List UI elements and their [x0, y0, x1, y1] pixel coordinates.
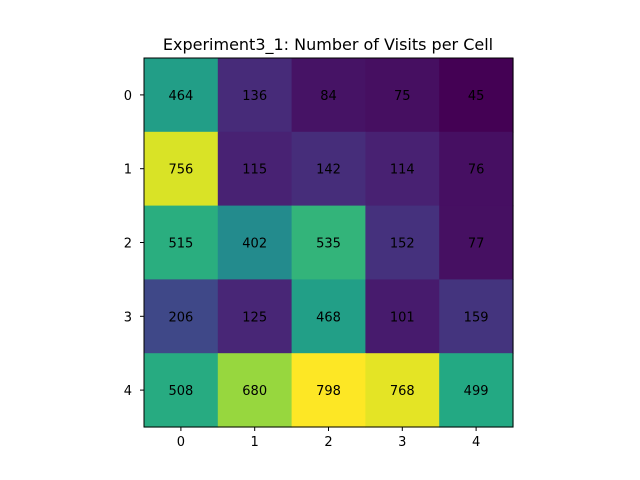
y-tick-label-4: 4 — [124, 384, 132, 399]
cell-value-r1-c4: 76 — [468, 163, 485, 178]
heatmap-cell-r2-c4 — [439, 205, 514, 280]
heatmap-cell-r0-c0 — [144, 58, 219, 133]
y-tick-label-1: 1 — [124, 163, 132, 178]
cell-value-r2-c4: 77 — [468, 237, 485, 252]
heatmap-cell-r2-c1 — [217, 205, 293, 280]
heatmap-cell-r4-c1 — [217, 353, 293, 428]
cell-value-r2-c0: 515 — [168, 237, 193, 252]
x-tick-label-2: 2 — [324, 435, 332, 450]
heatmap-cells — [144, 58, 514, 428]
x-tick-label-1: 1 — [251, 435, 259, 450]
heatmap-cell-r0-c4 — [439, 58, 514, 133]
cell-value-r3-c0: 206 — [168, 310, 193, 325]
heatmap-cell-r0-c3 — [365, 58, 440, 133]
cell-value-r0-c1: 136 — [242, 89, 267, 104]
cell-value-labels: 464 136 84 75 45 756 115 142 114 76 515 402 535 152 77… — [168, 89, 488, 399]
x-tick-label-3: 3 — [398, 435, 406, 450]
cell-value-r3-c1: 125 — [242, 310, 267, 325]
cell-value-r2-c3: 152 — [390, 237, 415, 252]
y-tick-label-0: 0 — [124, 89, 132, 104]
cell-value-r4-c3: 768 — [390, 384, 415, 399]
cell-value-r0-c2: 84 — [320, 89, 337, 104]
heatmap-cell-r1-c2 — [291, 131, 366, 207]
x-tick-label-4: 4 — [472, 435, 480, 450]
chart-title: Experiment3_1: Number of Visits per Cell — [163, 35, 493, 55]
cell-value-r1-c1: 115 — [242, 163, 267, 178]
cell-value-r4-c2: 798 — [316, 384, 341, 399]
cell-value-r2-c1: 402 — [242, 237, 267, 252]
heatmap-cell-r0-c1 — [217, 58, 293, 133]
cell-value-r1-c2: 142 — [316, 163, 341, 178]
heatmap-cell-r2-c0 — [144, 205, 219, 280]
heatmap-cell-r1-c3 — [365, 131, 440, 207]
heatmap-cell-r3-c1 — [217, 279, 293, 354]
heatmap-cell-r0-c2 — [291, 58, 366, 133]
cell-value-r2-c2: 535 — [316, 237, 341, 252]
cell-value-r4-c1: 680 — [242, 384, 267, 399]
cell-value-r3-c2: 468 — [316, 310, 341, 325]
heatmap-cell-r4-c3 — [365, 353, 440, 428]
heatmap-cell-r1-c4 — [439, 131, 514, 207]
heatmap-cell-r4-c0 — [144, 353, 219, 428]
cell-value-r1-c0: 756 — [168, 163, 193, 178]
y-tick-label-3: 3 — [124, 310, 132, 325]
cell-value-r1-c3: 114 — [390, 163, 415, 178]
cell-value-r0-c3: 75 — [394, 89, 411, 104]
heatmap-cell-r3-c4 — [439, 279, 514, 354]
heatmap-cell-r1-c1 — [217, 131, 293, 207]
y-axis-ticks: 0 1 2 3 4 — [124, 89, 144, 399]
cell-value-r3-c3: 101 — [390, 310, 415, 325]
heatmap-cell-r2-c2 — [291, 205, 366, 280]
cell-value-r3-c4: 159 — [464, 310, 489, 325]
y-tick-label-2: 2 — [124, 237, 132, 252]
heatmap-cell-r2-c3 — [365, 205, 440, 280]
x-axis-ticks: 0 1 2 3 4 — [177, 427, 480, 450]
heatmap-cell-r3-c3 — [365, 279, 440, 354]
heatmap-cell-r4-c2 — [291, 353, 366, 428]
cell-value-r4-c4: 499 — [464, 384, 489, 399]
cell-value-r4-c0: 508 — [168, 384, 193, 399]
cell-value-r0-c0: 464 — [168, 89, 193, 104]
cell-value-r0-c4: 45 — [468, 89, 485, 104]
x-tick-label-0: 0 — [177, 435, 185, 450]
heatmap-cell-r1-c0 — [144, 131, 219, 207]
heatmap-cell-r4-c4 — [439, 353, 514, 428]
heatmap-cell-r3-c0 — [144, 279, 219, 354]
heatmap-cell-r3-c2 — [291, 279, 366, 354]
